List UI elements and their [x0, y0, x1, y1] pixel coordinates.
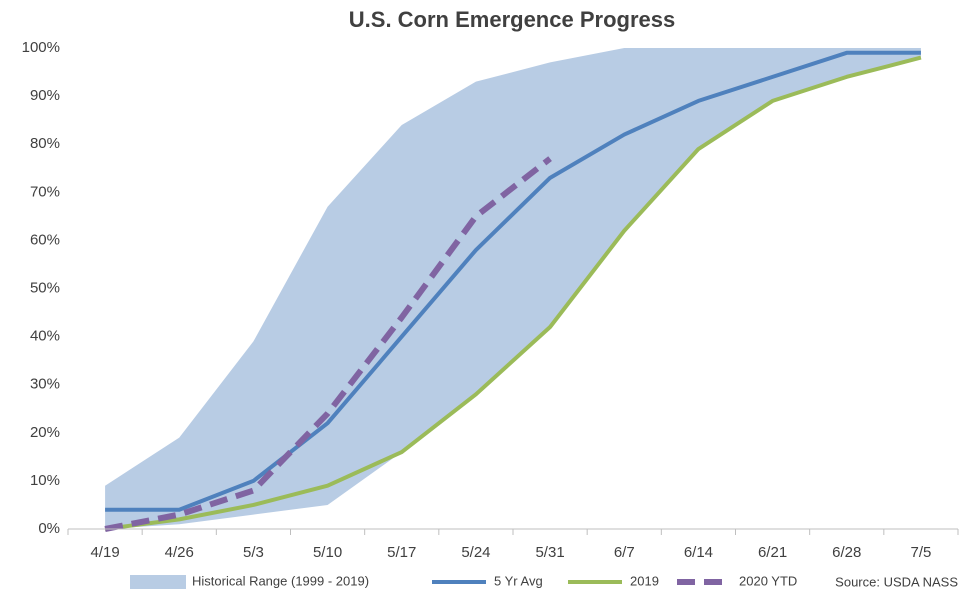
x-tick-label: 6/28: [832, 544, 861, 561]
series-line: [104, 156, 552, 532]
x-tick-label: 5/10: [313, 544, 342, 561]
x-tick-label: 4/26: [165, 544, 194, 561]
y-tick-label: 60%: [30, 231, 60, 248]
legend-label: 5 Yr Avg: [494, 573, 543, 588]
x-tick-label: 7/5: [910, 544, 931, 561]
x-tick-label: 5/17: [387, 544, 416, 561]
series-line: [105, 50, 921, 512]
x-tick-label: 6/14: [684, 544, 713, 561]
y-tick-label: 10%: [30, 472, 60, 489]
y-tick-label: 70%: [30, 183, 60, 200]
y-tick-label: 0%: [38, 520, 60, 537]
x-tick-label: 5/31: [535, 544, 564, 561]
x-tick-label: 4/19: [90, 544, 119, 561]
legend-swatch: [130, 575, 186, 589]
y-tick-label: 40%: [30, 328, 60, 345]
x-tick-label: 5/24: [461, 544, 490, 561]
range-area: [105, 48, 921, 529]
y-tick-label: 20%: [30, 424, 60, 441]
y-tick-label: 30%: [30, 376, 60, 393]
x-tick-label: 6/7: [614, 544, 635, 561]
x-tick-label: 5/3: [243, 544, 264, 561]
y-tick-label: 80%: [30, 135, 60, 152]
y-tick-label: 90%: [30, 87, 60, 104]
x-tick-label: 6/21: [758, 544, 787, 561]
chart-title: U.S. Corn Emergence Progress: [349, 7, 675, 32]
legend-label: Historical Range (1999 - 2019): [192, 573, 369, 588]
y-tick-label: 100%: [22, 39, 60, 56]
legend-label: 2020 YTD: [739, 573, 797, 588]
legend-label: 2019: [630, 573, 659, 588]
y-tick-label: 50%: [30, 279, 60, 296]
series-line: [104, 55, 922, 531]
source: Source: USDA NASS: [835, 574, 958, 589]
